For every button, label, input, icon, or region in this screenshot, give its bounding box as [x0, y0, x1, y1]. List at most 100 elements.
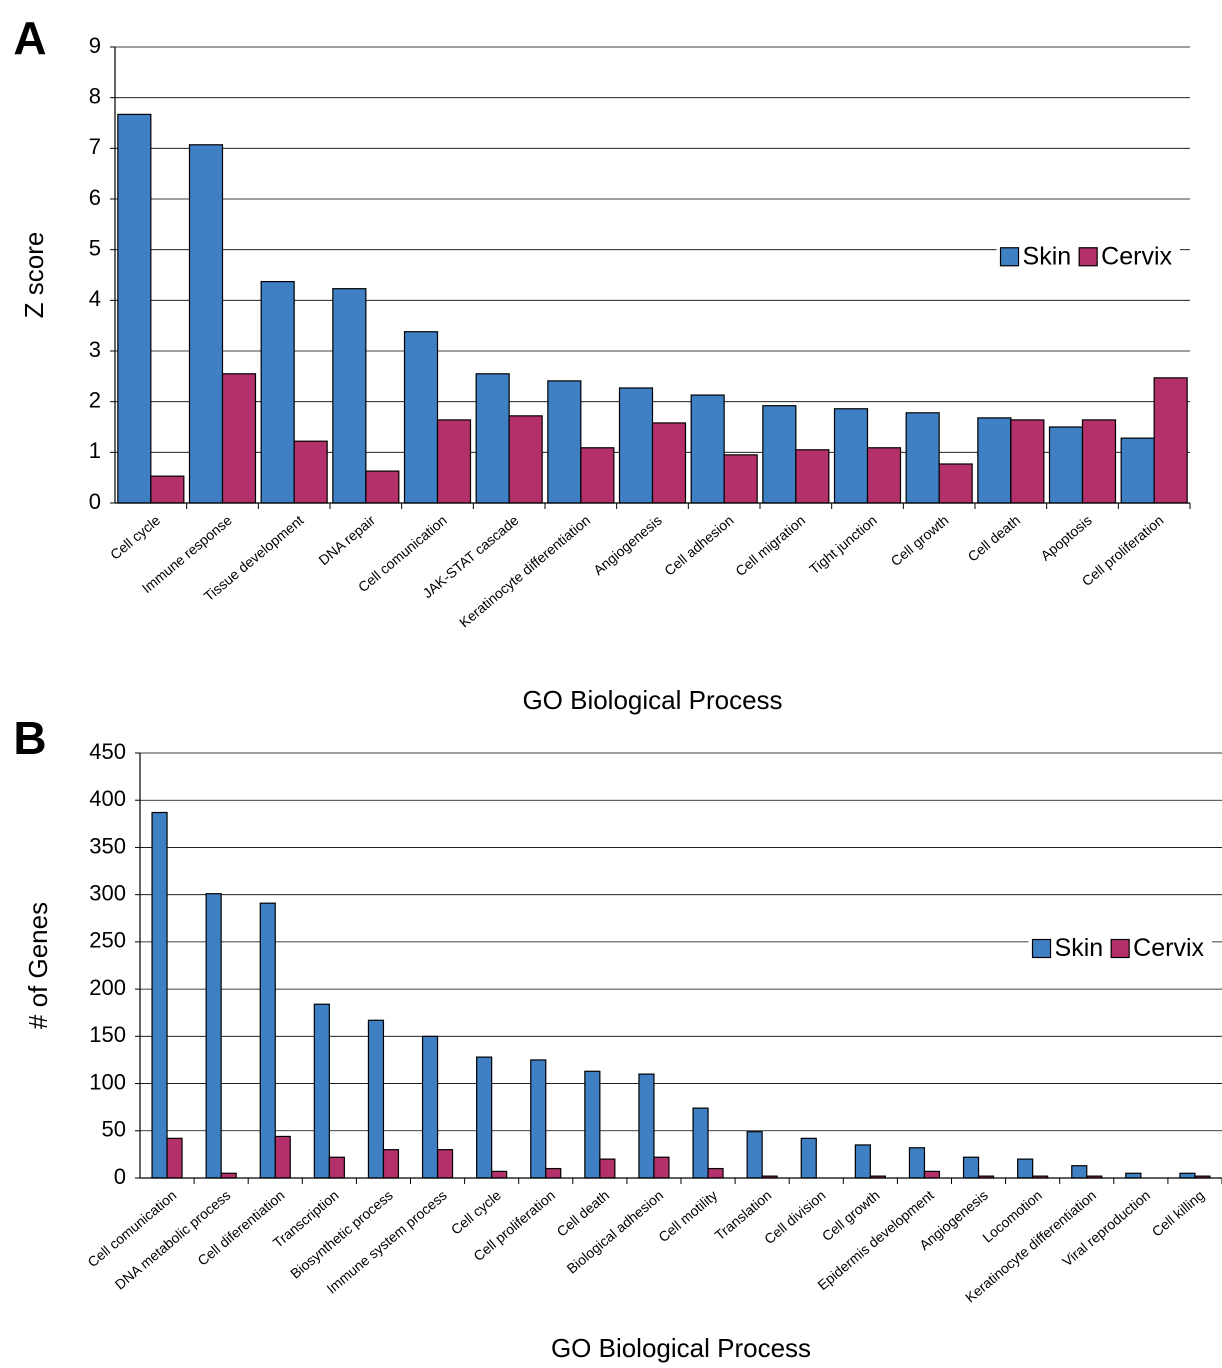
- x-tick-label: Cell death: [965, 512, 1024, 565]
- bar: [1017, 1158, 1034, 1179]
- bar: [166, 1137, 183, 1179]
- bar: [854, 1144, 871, 1179]
- bar: [491, 1170, 508, 1179]
- panel-label: B: [13, 712, 46, 764]
- bar: [908, 1147, 926, 1179]
- y-tick-label: 5: [89, 235, 101, 260]
- bar: [1048, 426, 1084, 504]
- y-tick-label: 6: [89, 185, 101, 210]
- bar: [545, 1167, 562, 1179]
- bar: [547, 380, 582, 504]
- y-tick-label: 7: [89, 134, 101, 159]
- bar: [293, 440, 328, 504]
- legend-label: Skin: [1055, 934, 1104, 962]
- x-axis-label: GO Biological Process: [551, 1333, 811, 1363]
- bar: [1010, 419, 1045, 504]
- y-tick-label: 9: [89, 33, 101, 58]
- legend: Skin Cervix: [1028, 930, 1212, 967]
- bar: [508, 415, 543, 504]
- bar: [332, 288, 367, 504]
- bar: [905, 412, 940, 504]
- x-tick-label: Apoptosis: [1037, 512, 1094, 564]
- bar: [866, 447, 902, 504]
- bar: [923, 1170, 941, 1179]
- bar: [1081, 419, 1117, 504]
- bar: [690, 394, 725, 504]
- x-tick-label: Biological adhesion: [564, 1187, 667, 1277]
- y-tick-label: 350: [89, 833, 126, 858]
- bar: [1120, 437, 1155, 504]
- bar: [260, 280, 295, 504]
- y-tick-label: 300: [89, 880, 126, 905]
- bar: [1179, 1172, 1196, 1179]
- bar: [367, 1019, 385, 1179]
- bar: [403, 331, 439, 504]
- y-tick-label: 2: [89, 387, 101, 412]
- x-tick-label: Cell killing: [1149, 1187, 1208, 1240]
- bar: [651, 422, 687, 504]
- bar: [638, 1073, 655, 1179]
- bar: [1071, 1165, 1088, 1179]
- bar: [977, 417, 1012, 504]
- x-tick-label: Tight junction: [806, 512, 880, 577]
- y-tick-label: 4: [89, 286, 101, 311]
- y-axis-label: Z score: [19, 232, 49, 319]
- y-tick-label: 150: [89, 1022, 126, 1047]
- legend-swatch: [1110, 938, 1130, 959]
- bar: [259, 902, 276, 1179]
- x-tick-label: Keratinocyte differentiation: [456, 512, 593, 631]
- bar: [436, 419, 472, 504]
- x-axis-label: GO Biological Process: [522, 685, 782, 715]
- legend-label: Cervix: [1133, 934, 1204, 962]
- bar: [436, 1149, 454, 1179]
- bar: [382, 1149, 400, 1179]
- x-tick-label: Cell growth: [888, 512, 952, 569]
- x-tick-label: Cell motility: [655, 1187, 720, 1245]
- bar: [584, 1070, 601, 1179]
- bar: [220, 1172, 237, 1179]
- bar: [530, 1059, 547, 1179]
- y-tick-label: 100: [89, 1069, 126, 1094]
- bar: [421, 1035, 439, 1179]
- bar: [938, 463, 973, 504]
- bar: [692, 1107, 709, 1179]
- bar: [221, 373, 257, 504]
- y-tick-label: 50: [102, 1117, 126, 1142]
- x-tick-label: Biosynthetic process: [287, 1187, 396, 1282]
- y-tick-label: 3: [89, 337, 101, 362]
- bar: [475, 373, 510, 504]
- bar: [723, 454, 758, 504]
- bar: [365, 470, 400, 504]
- y-tick-label: 0: [114, 1164, 126, 1189]
- x-tick-label: Angiogenesis: [590, 512, 665, 578]
- bar: [746, 1131, 763, 1179]
- x-tick-label: Cell cycle: [107, 512, 163, 563]
- bar: [313, 1003, 330, 1179]
- bar: [1153, 377, 1188, 504]
- bar: [580, 447, 615, 504]
- x-tick-label: Cell migration: [732, 512, 808, 579]
- bar: [150, 475, 185, 504]
- bar: [618, 387, 654, 504]
- bar: [151, 811, 168, 1179]
- x-tick-label: Cell comunication: [84, 1187, 179, 1270]
- legend-label: Skin: [1023, 242, 1072, 270]
- y-tick-label: 200: [89, 975, 126, 1000]
- legend: Skin Cervix: [996, 238, 1180, 275]
- bar: [833, 408, 869, 504]
- y-tick-label: 8: [89, 83, 101, 108]
- legend-label: Cervix: [1101, 242, 1172, 270]
- y-tick-label: 400: [89, 786, 126, 811]
- bar: [205, 893, 222, 1179]
- bar: [328, 1156, 345, 1179]
- y-tick-label: 0: [89, 489, 101, 514]
- bar: [800, 1137, 817, 1179]
- y-tick-label: 250: [89, 928, 126, 953]
- bar: [762, 405, 797, 504]
- y-tick-label: 1: [89, 438, 101, 463]
- y-tick-label: 450: [89, 739, 126, 764]
- bar: [117, 113, 152, 504]
- bar: [274, 1135, 291, 1179]
